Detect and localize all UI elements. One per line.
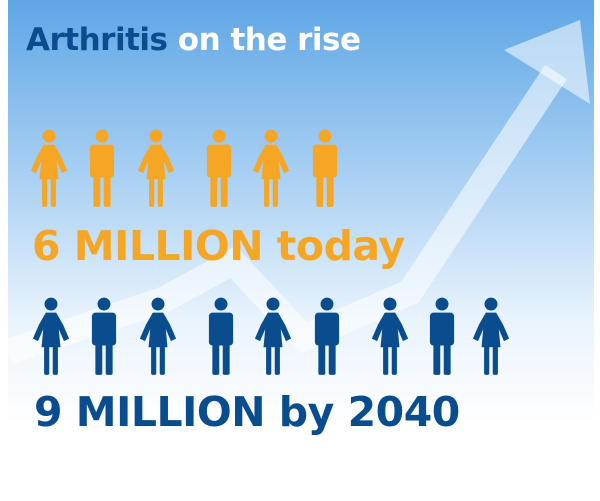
woman-icon xyxy=(139,297,177,375)
man-icon xyxy=(89,129,115,207)
woman-icon xyxy=(371,297,409,375)
man-icon xyxy=(314,297,340,375)
man-icon xyxy=(429,297,455,375)
man-icon xyxy=(208,297,234,375)
woman-icon xyxy=(32,297,70,375)
page-title: Arthritis on the rise xyxy=(26,22,361,58)
stat-today: 6 MILLION today xyxy=(32,222,405,270)
woman-icon xyxy=(252,129,290,207)
woman-icon xyxy=(472,297,510,375)
woman-icon xyxy=(254,297,292,375)
headline-keyword: Arthritis xyxy=(26,22,168,58)
infographic-card: Arthritis on the rise 6 MILLION today 9 … xyxy=(8,0,594,462)
man-icon xyxy=(206,129,232,207)
woman-icon xyxy=(30,129,68,207)
man-icon xyxy=(91,297,117,375)
woman-icon xyxy=(137,129,175,207)
headline-rest: on the rise xyxy=(177,22,361,58)
man-icon xyxy=(312,129,338,207)
stat-2040: 9 MILLION by 2040 xyxy=(34,388,460,436)
